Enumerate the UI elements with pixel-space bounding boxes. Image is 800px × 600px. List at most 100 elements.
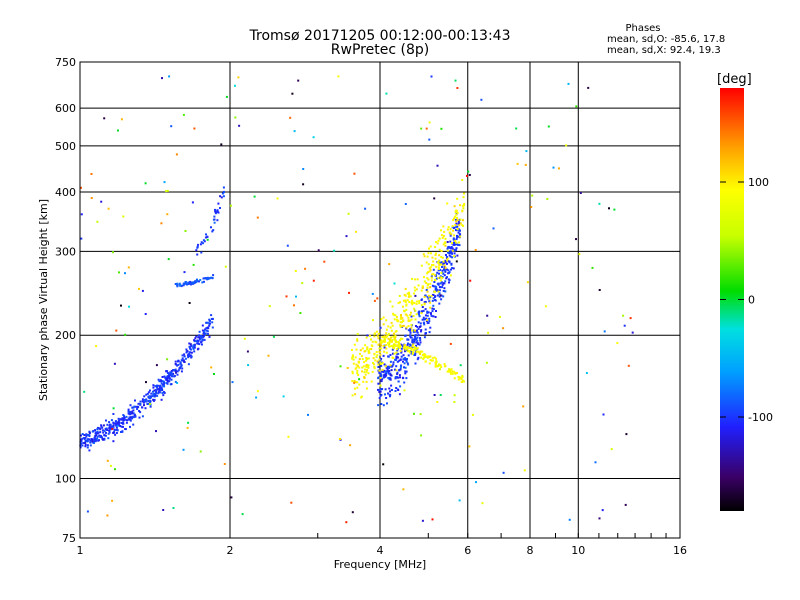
scatter-point	[387, 337, 390, 340]
scatter-point	[378, 358, 381, 361]
scatter-point	[389, 394, 392, 396]
scatter-point	[370, 338, 372, 341]
scatter-point	[407, 325, 410, 328]
scatter-point	[435, 277, 438, 280]
scatter-point	[437, 365, 440, 368]
scatter-point	[176, 282, 179, 285]
scatter-point	[434, 279, 437, 282]
scatter-point	[438, 237, 441, 240]
scatter-point	[161, 389, 164, 392]
scatter-point	[375, 351, 378, 353]
scatter-point	[449, 231, 452, 234]
scatter-point	[480, 98, 483, 101]
scatter-point	[199, 243, 202, 246]
scatter-point	[129, 425, 131, 428]
scatter-point	[431, 310, 434, 313]
scatter-point	[594, 461, 597, 464]
scatter-point	[190, 344, 193, 347]
scatter-point	[420, 304, 423, 307]
scatter-point	[453, 401, 456, 403]
scatter-point	[427, 278, 430, 281]
scatter-point	[417, 328, 420, 330]
scatter-point	[433, 290, 436, 293]
scatter-point	[84, 441, 86, 444]
scatter-point	[92, 430, 95, 432]
scatter-point	[453, 371, 456, 374]
scatter-point	[119, 425, 122, 427]
scatter-point	[357, 374, 360, 376]
scatter-point	[205, 233, 207, 236]
scatter-point	[101, 426, 104, 429]
scatter-point	[442, 235, 445, 237]
scatter-point	[426, 322, 429, 325]
scatter-point	[502, 327, 505, 330]
scatter-point	[155, 390, 158, 393]
scatter-point	[128, 416, 131, 419]
scatter-point	[131, 415, 134, 418]
scatter-point	[445, 277, 448, 280]
scatter-point	[132, 409, 135, 412]
scatter-point	[443, 274, 446, 277]
scatter-point	[446, 241, 449, 243]
scatter-point	[188, 353, 191, 356]
scatter-point	[426, 295, 429, 298]
scatter-point	[434, 287, 437, 290]
scatter-point	[446, 247, 449, 250]
scatter-point	[169, 373, 172, 376]
scatter-point	[423, 323, 426, 326]
scatter-point	[187, 421, 190, 424]
scatter-point	[389, 374, 392, 377]
scatter-point	[455, 209, 458, 212]
scatter-point	[481, 502, 484, 505]
scatter-point	[410, 326, 413, 329]
scatter-point	[85, 435, 88, 438]
scatter-point	[447, 251, 450, 254]
scatter-point	[585, 372, 588, 374]
scatter-point	[387, 377, 390, 379]
scatter-point	[442, 282, 445, 285]
scatter-point	[441, 286, 444, 289]
scatter-point	[413, 307, 416, 310]
scatter-point	[170, 371, 173, 374]
scatter-point	[129, 413, 131, 416]
scatter-point	[395, 330, 398, 333]
scatter-point	[192, 344, 195, 347]
scatter-point	[410, 301, 413, 304]
scatter-point	[435, 274, 438, 277]
scatter-point	[136, 406, 139, 409]
scatter-point	[134, 399, 136, 402]
scatter-point	[179, 362, 182, 365]
scatter-point	[291, 92, 294, 95]
scatter-point	[356, 339, 359, 342]
scatter-point	[455, 260, 458, 263]
scatter-point	[404, 372, 407, 375]
scatter-point	[198, 336, 201, 339]
scatter-point	[388, 387, 391, 390]
scatter-point	[122, 425, 124, 428]
scatter-point	[387, 392, 389, 395]
scatter-point	[147, 400, 150, 402]
scatter-point	[404, 348, 407, 351]
scatter-point	[446, 249, 449, 252]
scatter-point	[122, 421, 124, 424]
scatter-point	[162, 391, 165, 393]
scatter-point	[203, 280, 205, 283]
scatter-point	[193, 343, 196, 346]
scatter-point	[175, 371, 177, 374]
scatter-point	[441, 271, 444, 274]
scatter-point	[399, 358, 402, 361]
scatter-point	[159, 389, 162, 392]
scatter-point	[450, 274, 452, 277]
scatter-point	[411, 277, 414, 280]
scatter-point	[440, 250, 443, 252]
scatter-point	[166, 382, 169, 385]
scatter-point	[420, 310, 423, 313]
scatter-point	[356, 386, 359, 389]
scatter-point	[402, 358, 405, 361]
scatter-point	[333, 249, 336, 252]
scatter-point	[241, 513, 244, 516]
scatter-point	[629, 317, 632, 320]
scatter-point	[174, 283, 177, 285]
scatter-point	[400, 337, 402, 340]
scatter-point	[397, 356, 399, 359]
